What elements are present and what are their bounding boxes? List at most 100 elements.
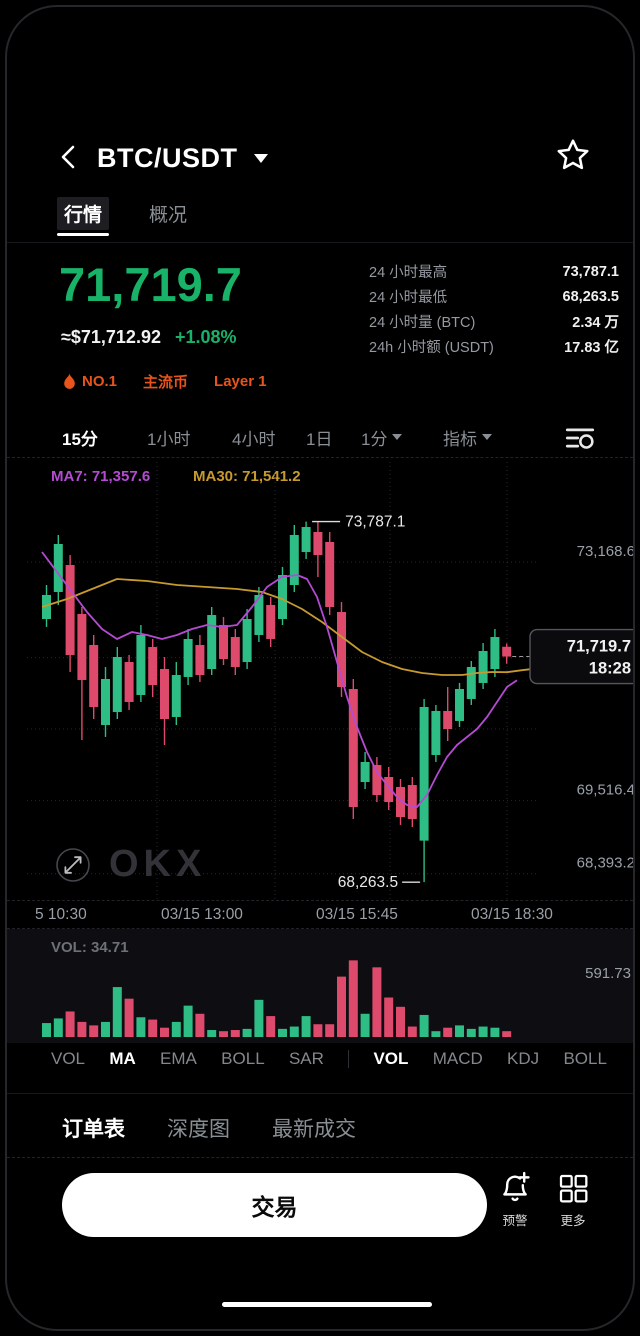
indicator-dropdown[interactable]: 指标 bbox=[443, 425, 492, 450]
divider bbox=[7, 1093, 633, 1094]
volume-bar bbox=[278, 1028, 287, 1037]
volume-bar bbox=[372, 967, 382, 1037]
divider bbox=[7, 242, 633, 243]
last-price-badge-time: 18:28 bbox=[589, 660, 631, 678]
y-axis-label: 73,168.6 bbox=[577, 543, 635, 560]
volume-bar bbox=[313, 1024, 323, 1037]
candle-body bbox=[65, 565, 75, 655]
indicator-tab-kdj[interactable]: KDJ bbox=[507, 1049, 540, 1068]
tab-order-book[interactable]: 订单表 bbox=[62, 1118, 125, 1141]
volume-bar bbox=[242, 1028, 252, 1037]
last-price-badge bbox=[529, 628, 633, 685]
indicator-settings-icon bbox=[565, 428, 595, 449]
volume-bar bbox=[207, 1030, 217, 1037]
candlestick-chart[interactable]: 73,168.671,702.869,516.468,393.273,787.1… bbox=[7, 462, 635, 907]
stat-label: 24 小时最高 bbox=[369, 265, 448, 281]
indicator-tab-divider bbox=[348, 1050, 350, 1068]
bell-plus-icon bbox=[503, 1171, 530, 1202]
timeframe-dropdown[interactable]: 1分 bbox=[361, 425, 443, 450]
candle-body bbox=[42, 594, 51, 620]
candle-body bbox=[360, 761, 370, 783]
chart-settings-button[interactable] bbox=[565, 425, 595, 456]
indicator-dropdown-label: 指标 bbox=[443, 429, 477, 449]
divider bbox=[7, 928, 633, 929]
indicator-tab-ema[interactable]: EMA bbox=[160, 1049, 197, 1068]
last-price-badge-price: 71,719.7 bbox=[567, 638, 631, 656]
candle-body bbox=[89, 644, 99, 708]
candle-body bbox=[384, 776, 394, 802]
screen: BTC/USDT 行情 概况 71,719.7 ≈$71,712.92 +1.0… bbox=[7, 7, 633, 1329]
rank-tag[interactable]: NO.1 bbox=[63, 373, 117, 390]
category-tag[interactable]: 主流币 bbox=[143, 374, 189, 391]
candle-body bbox=[254, 594, 264, 635]
candle-body bbox=[171, 675, 181, 717]
volume-bar bbox=[230, 1030, 240, 1037]
volume-bar bbox=[124, 998, 134, 1037]
candle-body bbox=[112, 656, 122, 713]
volume-bar bbox=[183, 1005, 193, 1037]
volume-bar bbox=[419, 1014, 429, 1037]
last-price: 71,719.7 bbox=[59, 258, 242, 311]
candle-body bbox=[160, 669, 169, 720]
volume-bar bbox=[65, 1011, 75, 1037]
volume-bar bbox=[136, 1017, 146, 1037]
candle-body bbox=[207, 615, 217, 670]
indicator-tab-macd[interactable]: MACD bbox=[432, 1049, 483, 1068]
favorite-button[interactable] bbox=[555, 137, 591, 178]
timeframe-1d[interactable]: 1日 bbox=[306, 429, 333, 449]
stat-value: 73,787.1 bbox=[562, 263, 619, 280]
volume-bar bbox=[171, 1021, 181, 1037]
timeframe-1h[interactable]: 1小时 bbox=[147, 429, 191, 449]
tab-latest-trades[interactable]: 最新成交 bbox=[272, 1118, 356, 1141]
indicator-tab-ma[interactable]: MA bbox=[109, 1049, 136, 1068]
volume-bar bbox=[77, 1021, 87, 1037]
candle-body bbox=[77, 613, 87, 680]
tab-active-underline bbox=[57, 233, 109, 236]
candle-body bbox=[278, 575, 287, 620]
candle-body bbox=[148, 647, 158, 686]
pair-selector[interactable]: BTC/USDT bbox=[97, 139, 268, 177]
volume-bar bbox=[301, 1016, 311, 1037]
volume-bar bbox=[42, 1023, 51, 1037]
alert-button[interactable]: 预警 bbox=[489, 1171, 541, 1229]
tab-depth-chart[interactable]: 深度图 bbox=[167, 1118, 230, 1141]
candle-body bbox=[266, 604, 276, 639]
home-indicator[interactable] bbox=[222, 1302, 432, 1307]
volume-bar bbox=[101, 1021, 110, 1037]
volume-bar bbox=[254, 999, 264, 1037]
star-icon bbox=[557, 139, 589, 170]
x-axis-label: 03/15 15:45 bbox=[316, 906, 398, 923]
timeframe-15m[interactable]: 15分 bbox=[62, 429, 98, 449]
tab-overview[interactable]: 概况 bbox=[149, 205, 188, 226]
ma30-line bbox=[41, 578, 540, 676]
trade-button[interactable]: 交易 bbox=[62, 1173, 487, 1237]
indicator-tab-sar[interactable]: SAR bbox=[288, 1049, 324, 1068]
volume-current-label: VOL: 34.71 bbox=[51, 939, 129, 956]
timeframe-4h[interactable]: 4小时 bbox=[232, 429, 276, 449]
low-annotation-label: 68,263.5 bbox=[338, 874, 398, 891]
tab-quotes[interactable]: 行情 bbox=[57, 197, 110, 230]
timeframe-dropdown-label: 1分 bbox=[361, 429, 388, 449]
expand-icon[interactable] bbox=[53, 845, 93, 885]
candle-body bbox=[490, 637, 500, 670]
candle-body bbox=[230, 637, 240, 667]
candle-body bbox=[348, 688, 358, 808]
back-button[interactable] bbox=[55, 139, 83, 180]
indicator-tab-boll[interactable]: BOLL bbox=[221, 1049, 265, 1068]
stat-row-high: 24 小时最高 73,787.1 bbox=[369, 259, 619, 284]
more-button[interactable]: 更多 bbox=[547, 1171, 599, 1229]
alert-label: 预警 bbox=[502, 1214, 528, 1228]
layer-tag[interactable]: Layer 1 bbox=[214, 373, 267, 390]
x-axis-label: 03/15 18:30 bbox=[471, 906, 553, 923]
indicator-tab-vol-main[interactable]: VOL bbox=[51, 1049, 86, 1068]
candle-body bbox=[337, 612, 346, 688]
x-axis-label: 03/15 13:00 bbox=[161, 906, 243, 923]
volume-bar bbox=[195, 1013, 205, 1037]
indicator-tab-vol-sub[interactable]: VOL bbox=[373, 1049, 409, 1068]
volume-bar bbox=[89, 1025, 99, 1037]
volume-bar bbox=[443, 1027, 453, 1037]
back-chevron-icon bbox=[61, 145, 75, 169]
volume-panel[interactable]: VOL: 34.71 591.73 bbox=[7, 929, 633, 1043]
ma7-line bbox=[41, 551, 518, 808]
indicator-tab-boll-sub[interactable]: BOLL bbox=[563, 1049, 607, 1068]
